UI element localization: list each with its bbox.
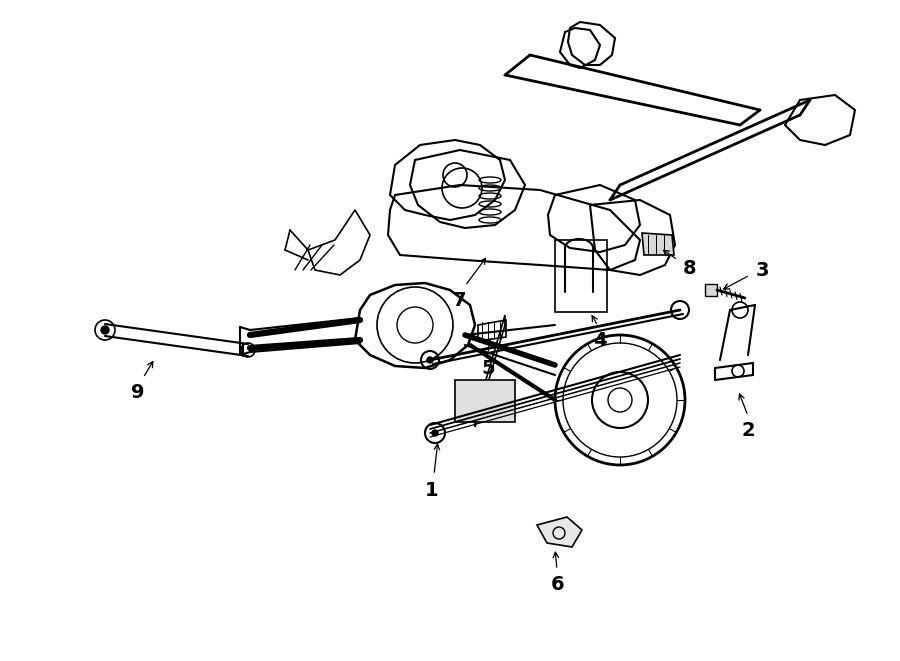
- Text: 2: 2: [742, 420, 755, 440]
- Text: 5: 5: [482, 358, 495, 377]
- Circle shape: [427, 357, 433, 363]
- Text: 9: 9: [131, 383, 145, 401]
- Text: 7: 7: [454, 290, 467, 309]
- Bar: [555, 240, 607, 312]
- Text: 3: 3: [755, 260, 769, 280]
- Text: 6: 6: [551, 576, 565, 594]
- Bar: [455, 380, 515, 422]
- Polygon shape: [642, 233, 674, 255]
- Circle shape: [101, 326, 109, 334]
- Text: 8: 8: [683, 258, 697, 278]
- Bar: [705, 284, 717, 296]
- Circle shape: [432, 430, 438, 436]
- Text: 1: 1: [425, 481, 439, 500]
- Text: 4: 4: [593, 330, 607, 350]
- Polygon shape: [537, 517, 582, 547]
